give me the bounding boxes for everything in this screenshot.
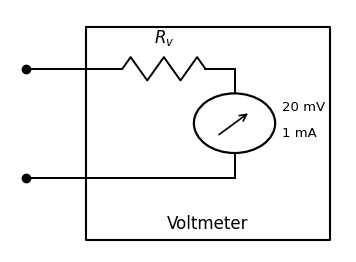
Text: 1 mA: 1 mA — [282, 127, 317, 140]
Text: 20 mV: 20 mV — [282, 101, 325, 114]
Text: Voltmeter: Voltmeter — [167, 215, 249, 233]
Text: $R_v$: $R_v$ — [153, 28, 174, 48]
